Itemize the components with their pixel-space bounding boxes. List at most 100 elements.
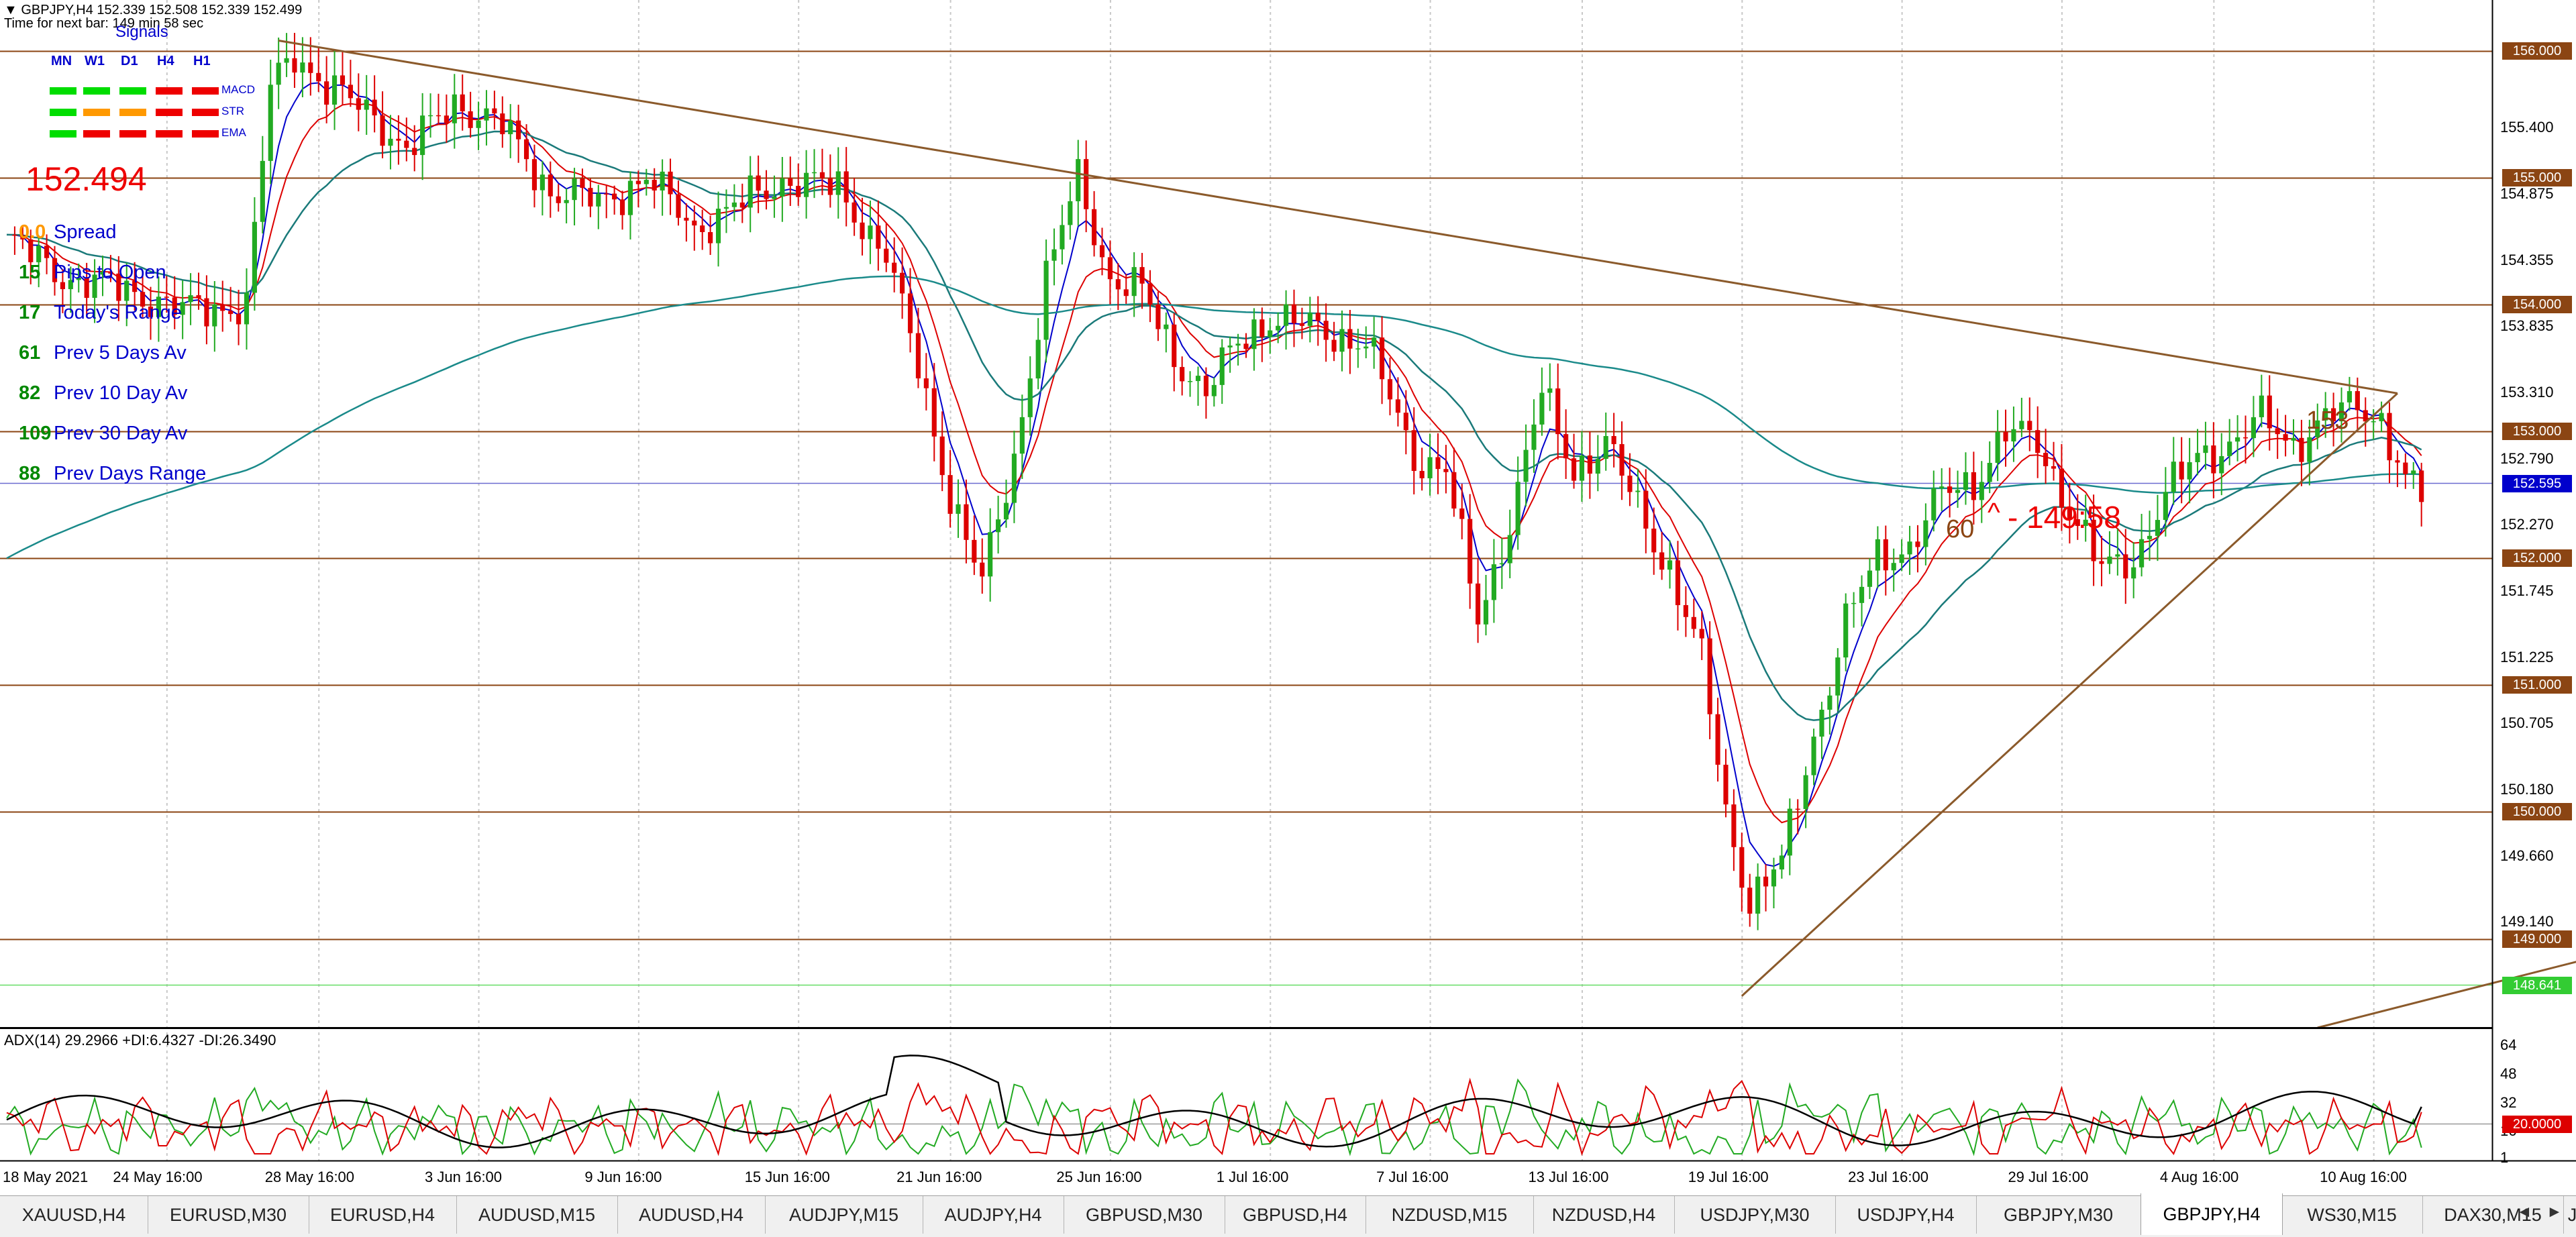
stat-label: Prev 5 Days Av: [54, 342, 187, 364]
tab-gbpjpy-h4[interactable]: GBPJPY,H4: [2141, 1193, 2283, 1235]
candle-body: [52, 258, 58, 282]
candle-body: [220, 304, 225, 311]
candle-body: [2395, 460, 2400, 463]
candle-body: [1739, 847, 1745, 888]
candle-body: [1963, 472, 1969, 490]
candle-body: [1499, 563, 1504, 565]
trendlines[interactable]: [278, 40, 2576, 1029]
tab-audjpy-h4[interactable]: AUDJPY,H4: [923, 1196, 1064, 1234]
signal-light: [83, 130, 110, 138]
candle-body: [1051, 249, 1057, 261]
tab-usdjpy-h4[interactable]: USDJPY,H4: [1835, 1196, 1977, 1234]
stat-value: 88: [19, 463, 41, 484]
collapse-triangle-icon[interactable]: ▼: [4, 3, 21, 17]
candlesticks: [12, 33, 2424, 930]
tab-usdjpy-m30[interactable]: USDJPY,M30: [1674, 1196, 1836, 1234]
candle-body: [1643, 490, 1649, 529]
candle-body: [1395, 399, 1400, 413]
candle-body: [811, 172, 817, 174]
tab-ws30-m15[interactable]: WS30,M15: [2281, 1196, 2423, 1234]
candle-body: [1211, 384, 1217, 396]
tab-audusd-m15[interactable]: AUDUSD,M15: [456, 1196, 618, 1234]
candle-body: [1811, 737, 1816, 775]
chart-area[interactable]: [0, 0, 2576, 1195]
candle-body: [140, 292, 146, 307]
adx-axis-label: 32: [2500, 1093, 2517, 1111]
tab-scroll-right-icon[interactable]: ►: [2546, 1203, 2563, 1221]
price-tag-151.000: 151.000: [2502, 676, 2572, 694]
candle-body: [1635, 490, 1641, 492]
candle-body: [1555, 388, 1561, 435]
tab-eurusd-h4[interactable]: EURUSD,H4: [309, 1196, 457, 1234]
candle-body: [1987, 462, 1992, 482]
price-tag-152.000: 152.000: [2502, 549, 2572, 568]
candle-body: [1659, 552, 1665, 570]
candle-body: [539, 174, 545, 191]
signal-timeframe-MN: MN: [51, 54, 72, 68]
adx-level-tag: 20.0000: [2502, 1115, 2572, 1133]
candle-body: [668, 171, 673, 195]
candle-body: [108, 272, 113, 274]
candle-body: [1835, 657, 1841, 696]
candle-body: [2171, 462, 2176, 492]
trendline-3: [2317, 961, 2576, 1029]
candle-body: [1060, 225, 1065, 250]
candle-body: [132, 280, 138, 292]
candle-body: [796, 186, 801, 197]
candle-body: [531, 159, 537, 191]
candle-body: [252, 221, 257, 293]
candle-body: [1084, 159, 1089, 209]
candle-body: [2235, 437, 2240, 442]
candle-body: [1011, 453, 1017, 503]
candle-body: [20, 235, 25, 239]
candle-body: [2051, 466, 2057, 469]
candle-body: [635, 180, 641, 184]
candle-body: [1043, 260, 1049, 340]
candle-body: [484, 108, 489, 121]
tab-audjpy-m15[interactable]: AUDJPY,M15: [765, 1196, 923, 1234]
tab-gbpjpy-m30[interactable]: GBPJPY,M30: [1976, 1196, 2141, 1234]
tab-jp2[interactable]: JP2: [2563, 1196, 2576, 1234]
candle-body: [556, 196, 561, 203]
tab-xauusd-h4[interactable]: XAUUSD,H4: [0, 1196, 148, 1234]
candle-body: [692, 220, 697, 226]
candle-body: [1891, 563, 1896, 571]
candle-body: [276, 62, 281, 85]
tab-eurusd-m30[interactable]: EURUSD,M30: [148, 1196, 309, 1234]
candle-body: [316, 72, 321, 82]
adx-label: ADX(14) 29.2966 +DI:6.4327 -DI:26.3490: [4, 1032, 276, 1048]
candle-body: [388, 138, 393, 146]
tab-audusd-h4[interactable]: AUDUSD,H4: [617, 1196, 766, 1234]
tab-dax30-m15[interactable]: DAX30,M15: [2422, 1196, 2564, 1234]
symbol-ohlc: GBPJPY,H4 152.339 152.508 152.339 152.49…: [21, 3, 303, 17]
candle-body: [2107, 556, 2112, 564]
candle-body: [1172, 324, 1177, 368]
candle-body: [172, 297, 177, 315]
candle-body: [572, 178, 577, 201]
price-axis-label: 153.310: [2500, 384, 2554, 401]
candle-body: [476, 120, 481, 128]
tab-nzdusd-m15[interactable]: NZDUSD,M15: [1366, 1196, 1534, 1234]
candle-body: [2323, 408, 2328, 421]
candle-body: [1675, 560, 1681, 606]
tab-nzdusd-h4[interactable]: NZDUSD,H4: [1533, 1196, 1675, 1234]
tab-gbpusd-h4[interactable]: GBPUSD,H4: [1225, 1196, 1366, 1234]
horizontal-levels: [0, 50, 2492, 986]
candle-body: [268, 85, 273, 161]
candle-body: [348, 85, 353, 99]
candle-body: [76, 277, 81, 280]
price-axis-label: 150.180: [2500, 781, 2554, 798]
candle-body: [292, 58, 297, 73]
candle-body: [2363, 410, 2368, 422]
candle-body: [2003, 431, 2008, 442]
tab-gbpusd-m30[interactable]: GBPUSD,M30: [1064, 1196, 1225, 1234]
candle-body: [772, 196, 777, 199]
candle-body: [1651, 528, 1657, 553]
candle-body: [1539, 392, 1545, 425]
candle-body: [1092, 209, 1097, 246]
signal-light: [83, 87, 110, 95]
candle-body: [1851, 602, 1857, 604]
candle-body: [2403, 462, 2408, 474]
candle-body: [444, 115, 449, 123]
tab-scroll-left-icon[interactable]: ◄: [2516, 1203, 2532, 1221]
